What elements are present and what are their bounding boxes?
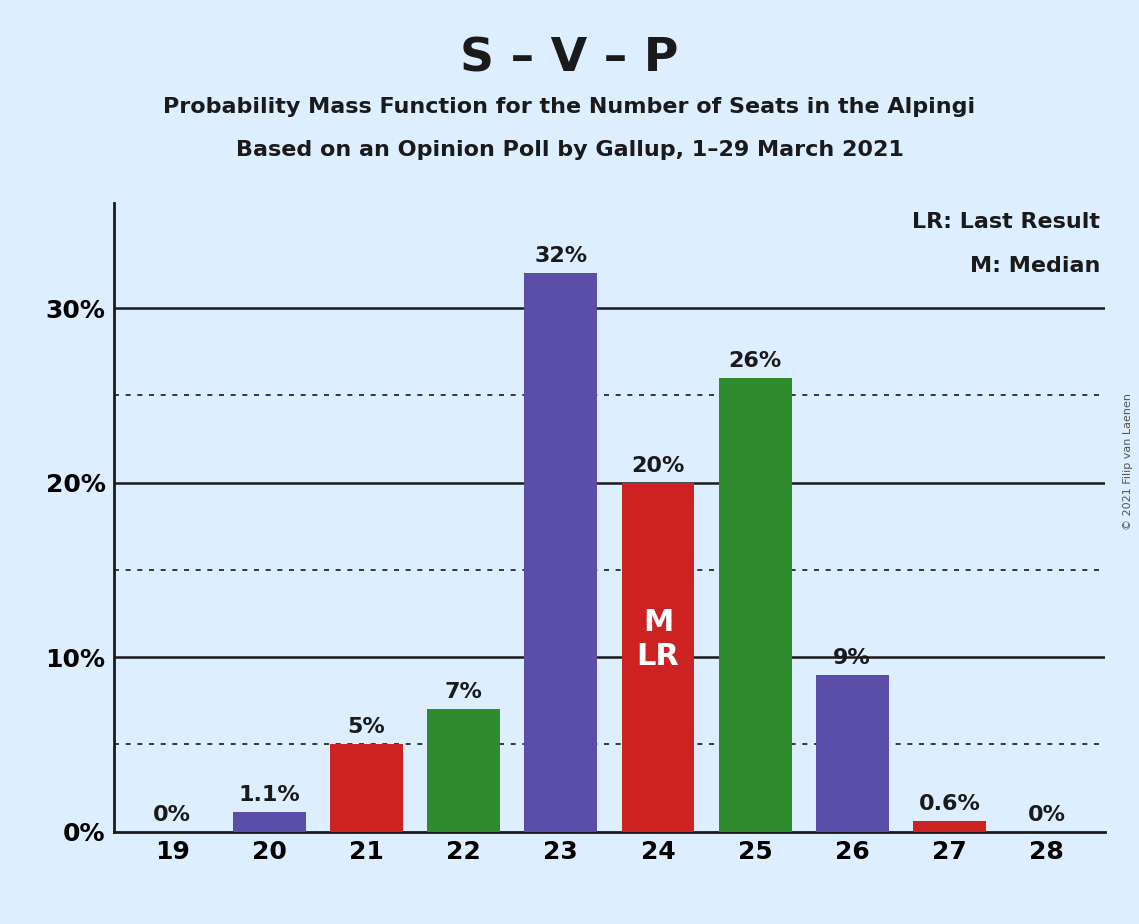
Text: 32%: 32% [534,246,588,266]
Text: 0%: 0% [1027,805,1066,824]
Bar [816,675,888,832]
Bar [427,710,500,832]
Bar [232,812,305,832]
Text: 7%: 7% [444,683,483,702]
Text: 20%: 20% [631,456,685,476]
Text: 9%: 9% [834,648,871,667]
Bar [622,482,695,832]
Text: Probability Mass Function for the Number of Seats in the Alpingi: Probability Mass Function for the Number… [163,97,976,117]
Text: LR: Last Result: LR: Last Result [912,212,1100,232]
Text: 5%: 5% [347,717,385,737]
Text: S – V – P: S – V – P [460,37,679,82]
Text: 26%: 26% [729,351,781,371]
Bar [524,274,597,832]
Bar [913,821,986,832]
Text: Based on an Opinion Poll by Gallup, 1–29 March 2021: Based on an Opinion Poll by Gallup, 1–29… [236,140,903,161]
Text: 0.6%: 0.6% [918,794,981,814]
Text: © 2021 Filip van Laenen: © 2021 Filip van Laenen [1123,394,1133,530]
Text: 1.1%: 1.1% [238,785,301,806]
Text: M: Median: M: Median [969,256,1100,275]
Bar [719,378,792,832]
Bar [330,745,403,832]
Text: M
LR: M LR [637,608,679,671]
Text: 0%: 0% [153,805,191,824]
